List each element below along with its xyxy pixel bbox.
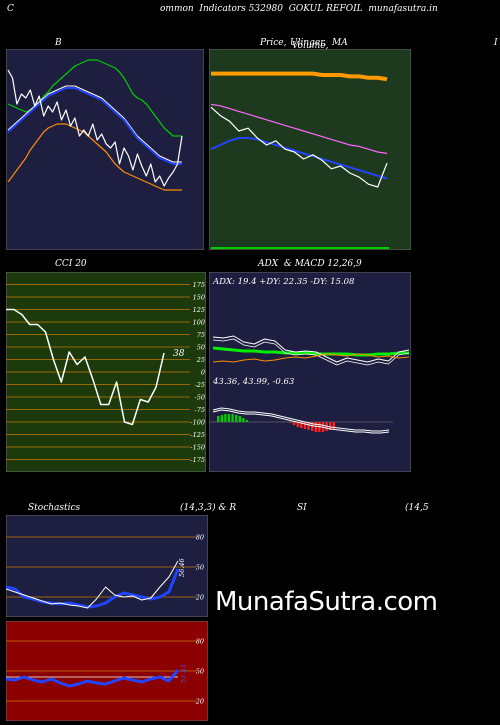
cci-tick-label: 175 [193, 281, 205, 289]
macd-histogram-bar [224, 414, 227, 422]
price-panel [209, 49, 411, 250]
cci-panel: 175 150 125 100 75 50 25 0 -25 -50 -75 -100 -125 -150… [6, 272, 206, 472]
cci-tick-label: 75 [197, 331, 205, 339]
stoch-tick-label: 20 [195, 594, 204, 602]
price-bg [209, 49, 411, 250]
stoch-tick-label: 50 [196, 564, 204, 572]
middle-band-edge-line [7, 85, 182, 163]
macd-histogram-bar [217, 416, 220, 422]
cci-tick-label: -25 [195, 381, 205, 389]
page-title: ommon Indicators 532980 GOKUL REFOIL mun… [160, 4, 438, 14]
macd-histogram-bar [311, 422, 314, 431]
macd-histogram-bar [289, 422, 292, 423]
bollinger-panel [6, 49, 204, 250]
stoch-d-line [6, 560, 179, 609]
ma-short-line [210, 137, 388, 180]
macd-signal-line [212, 409, 390, 434]
price-title-c: Volume, [292, 41, 329, 51]
cci-line [6, 308, 165, 426]
macd-histogram-bar [235, 415, 238, 422]
price-title-b: Ulinger, [290, 38, 327, 48]
cci-tick-label: -175 [190, 456, 205, 464]
macd-histogram-bar [307, 422, 310, 430]
right-edge-letter: I [494, 38, 498, 48]
bollinger-title: B [55, 38, 62, 48]
rsi-tick-label: 50 [196, 668, 204, 676]
macd-histogram-bar [332, 422, 335, 429]
cci-value-label: 38 [173, 349, 185, 359]
macd-readout: 43.36, 43.99, -0.63 [212, 377, 294, 387]
header-letter: C [7, 4, 14, 14]
macd-histogram-bar [238, 416, 241, 422]
adx-readout: ADX: 19.4 +DY: 22.35 -DY: 15.08 [212, 277, 355, 287]
macd-histogram-bar [220, 415, 223, 422]
middle-band-line [7, 87, 182, 165]
price-title-a: Price, [260, 38, 287, 48]
cci-tick-label: 100 [193, 319, 205, 327]
cci-tick-label: -125 [190, 431, 205, 439]
watermark: MunafaSutra.com [215, 587, 438, 617]
rsi-panel: 80 50 20 51.43 [6, 621, 208, 721]
adx-panel: ADX: 19.4 +DY: 22.35 -DY: 15.08 43.36, 43… [209, 272, 411, 472]
rsi-tick-label: 80 [196, 638, 204, 646]
stoch-title-d: (14,5 [405, 503, 429, 513]
bollinger-bg [6, 49, 204, 250]
adx-bg [209, 272, 411, 472]
stoch-value-label: 56.46 [178, 558, 186, 577]
cci-tick-label: 0 [201, 369, 205, 377]
macd-histogram-bar [296, 422, 299, 427]
stoch-title-a: Stochastics [28, 503, 81, 513]
plus-di-edge-line [212, 338, 410, 366]
ma-long-line [211, 71, 388, 82]
cci-tick-label: -100 [190, 419, 205, 427]
macd-histogram-bar [303, 422, 307, 429]
stoch-tick-label: 80 [196, 534, 204, 542]
stoch-title-c: SI [297, 503, 307, 513]
cci-tick-label: 50 [197, 344, 205, 352]
adx-title: ADX & MACD 12,26,9 [258, 259, 362, 269]
macd-histogram-bar [329, 422, 332, 430]
macd-histogram-bar [314, 422, 317, 432]
close-line [210, 106, 388, 188]
macd-histogram-bar [242, 418, 245, 422]
macd-histogram-bar [300, 422, 303, 428]
adx-line [212, 346, 409, 357]
stoch-title-b: (14,3,3) & R [180, 503, 237, 513]
stochastics-panel: 80 50 20 56.46 [6, 515, 208, 617]
macd-line [212, 407, 390, 432]
cci-tick-label: 25 [196, 356, 205, 364]
price-title-d: MA [332, 38, 348, 48]
rsi-line [6, 669, 180, 688]
cci-tick-label: -50 [195, 394, 205, 402]
rsi-tick-label: 20 [195, 698, 204, 706]
cci-tick-label: 125 [193, 306, 205, 314]
macd-histogram-bar [231, 414, 234, 422]
macd-histogram-bar [245, 420, 249, 422]
price-line [7, 69, 183, 187]
cci-title: CCI 20 [55, 259, 87, 269]
macd-histogram-bar [227, 414, 231, 422]
macd-histogram-bar [293, 422, 296, 425]
cci-tick-label: 150 [193, 294, 205, 302]
lower-band-line [7, 123, 182, 191]
cci-tick-label: -75 [195, 406, 205, 414]
plus-di-line [212, 335, 410, 363]
cci-tick-label: -150 [190, 444, 205, 452]
rsi-value-label: 51.43 [180, 664, 188, 683]
ma-mid-line [210, 103, 388, 154]
minus-di-line [212, 353, 410, 363]
